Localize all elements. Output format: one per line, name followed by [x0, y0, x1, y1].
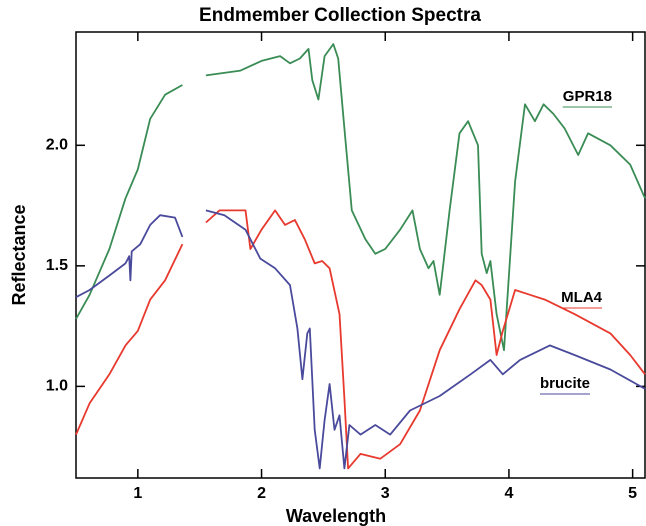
x-tick-label: 2 [257, 485, 266, 502]
legend-label: brucite [540, 375, 590, 392]
legend-label: GPR18 [563, 88, 612, 105]
x-axis-label: Wavelength [286, 506, 386, 526]
plot-frame [75, 31, 646, 479]
series-line [75, 209, 646, 470]
series-line [75, 209, 646, 470]
y-tick-label: 1.0 [46, 378, 68, 395]
y-axis-label: Reflectance [9, 204, 29, 305]
x-tick-label: 1 [133, 485, 142, 502]
chart-title: Endmember Collection Spectra [199, 5, 481, 26]
y-tick-label: 1.5 [46, 257, 68, 274]
series-line [75, 43, 646, 352]
x-tick-label: 3 [381, 485, 390, 502]
legend-label: MLA4 [561, 289, 602, 306]
x-tick-label: 5 [628, 485, 637, 502]
x-tick-label: 4 [504, 485, 513, 502]
y-tick-label: 2.0 [46, 137, 68, 154]
